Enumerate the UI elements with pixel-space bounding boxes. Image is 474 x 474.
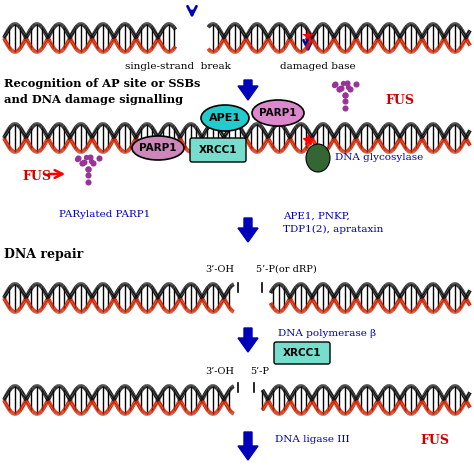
Text: DNA glycosylase: DNA glycosylase [335, 154, 423, 163]
Ellipse shape [132, 136, 184, 160]
Ellipse shape [252, 100, 304, 126]
Text: DNA polymerase β: DNA polymerase β [278, 328, 376, 337]
Text: PARP1: PARP1 [139, 143, 177, 153]
Text: single-strand  break: single-strand break [125, 62, 231, 71]
Text: Recognition of AP site or SSBs
and DNA damage signalling: Recognition of AP site or SSBs and DNA d… [4, 78, 201, 104]
FancyArrow shape [238, 432, 258, 460]
Text: DNA ligase III: DNA ligase III [275, 436, 350, 445]
FancyBboxPatch shape [274, 342, 330, 364]
Text: PARP1: PARP1 [259, 108, 297, 118]
FancyArrow shape [238, 80, 258, 100]
FancyArrow shape [238, 218, 258, 242]
Text: 3’-OH: 3’-OH [205, 265, 234, 274]
Text: 5’-P: 5’-P [250, 367, 269, 376]
FancyBboxPatch shape [190, 138, 246, 162]
Text: FUS: FUS [385, 93, 414, 107]
Text: XRCC1: XRCC1 [283, 348, 321, 358]
Text: PARylated PARP1: PARylated PARP1 [59, 210, 151, 219]
Text: XRCC1: XRCC1 [199, 145, 237, 155]
Text: APE1, PNKP,
TDP1(2), aprataxin: APE1, PNKP, TDP1(2), aprataxin [283, 212, 383, 234]
Text: damaged base: damaged base [280, 62, 356, 71]
Text: FUS: FUS [22, 171, 51, 183]
Ellipse shape [306, 144, 330, 172]
Text: DNA repair: DNA repair [4, 248, 83, 261]
Text: 3’-OH: 3’-OH [205, 367, 234, 376]
FancyArrow shape [238, 328, 258, 352]
Text: 5’-P(or dRP): 5’-P(or dRP) [256, 265, 317, 274]
Text: FUS: FUS [420, 434, 449, 447]
Ellipse shape [201, 105, 249, 131]
Text: APE1: APE1 [209, 113, 241, 123]
